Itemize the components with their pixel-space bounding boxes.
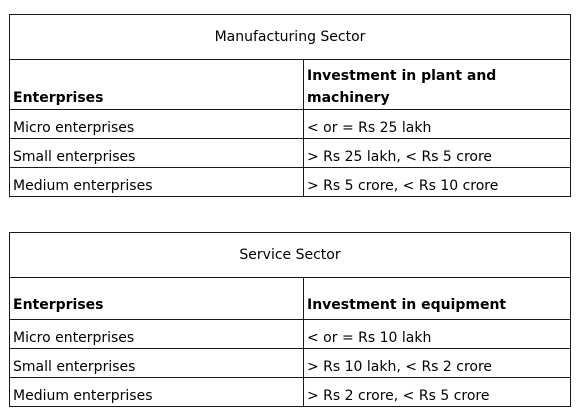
table-header-row: Enterprises Investment in plant and mach… <box>9 59 571 110</box>
table-row: Small enterprises > Rs 10 lakh, < Rs 2 c… <box>9 348 572 378</box>
investment-cell: < or = Rs 25 lakh <box>303 109 571 139</box>
enterprise-cell: Micro enterprises <box>9 109 304 139</box>
investment-cell: > Rs 10 lakh, < Rs 2 crore <box>302 348 572 378</box>
enterprise-cell: Small enterprises <box>9 348 304 378</box>
service-sector-table: Service Sector Enterprises Investment in… <box>8 232 572 407</box>
table-title: Manufacturing Sector <box>9 14 571 60</box>
investment-cell: > Rs 2 crore, < Rs 5 crore <box>302 377 572 407</box>
table-row: Micro enterprises < or = Rs 25 lakh <box>9 109 571 139</box>
table-header-row: Enterprises Investment in equipment <box>9 277 572 320</box>
table-title-row: Service Sector <box>8 232 572 278</box>
enterprise-cell: Micro enterprises <box>9 319 304 349</box>
table-row: Medium enterprises > Rs 2 crore, < Rs 5 … <box>9 377 572 407</box>
table-row: Micro enterprises < or = Rs 10 lakh <box>9 319 572 349</box>
enterprise-cell: Medium enterprises <box>9 167 304 197</box>
column-header-enterprises: Enterprises <box>9 277 304 320</box>
manufacturing-sector-table: Manufacturing Sector Enterprises Investm… <box>9 14 571 197</box>
table-row: Medium enterprises > Rs 5 crore, < Rs 10… <box>9 167 571 197</box>
investment-cell: > Rs 5 crore, < Rs 10 crore <box>303 167 571 197</box>
investment-cell: < or = Rs 10 lakh <box>302 319 572 349</box>
column-header-investment: Investment in equipment <box>302 277 572 320</box>
enterprise-cell: Medium enterprises <box>9 377 304 407</box>
column-header-investment: Investment in plant and machinery <box>303 59 571 110</box>
investment-cell: > Rs 25 lakh, < Rs 5 crore <box>303 138 571 168</box>
table-row: Small enterprises > Rs 25 lakh, < Rs 5 c… <box>9 138 571 168</box>
column-header-enterprises: Enterprises <box>9 59 304 110</box>
table-title: Service Sector <box>8 232 572 278</box>
table-title-row: Manufacturing Sector <box>9 14 571 60</box>
enterprise-cell: Small enterprises <box>9 138 304 168</box>
